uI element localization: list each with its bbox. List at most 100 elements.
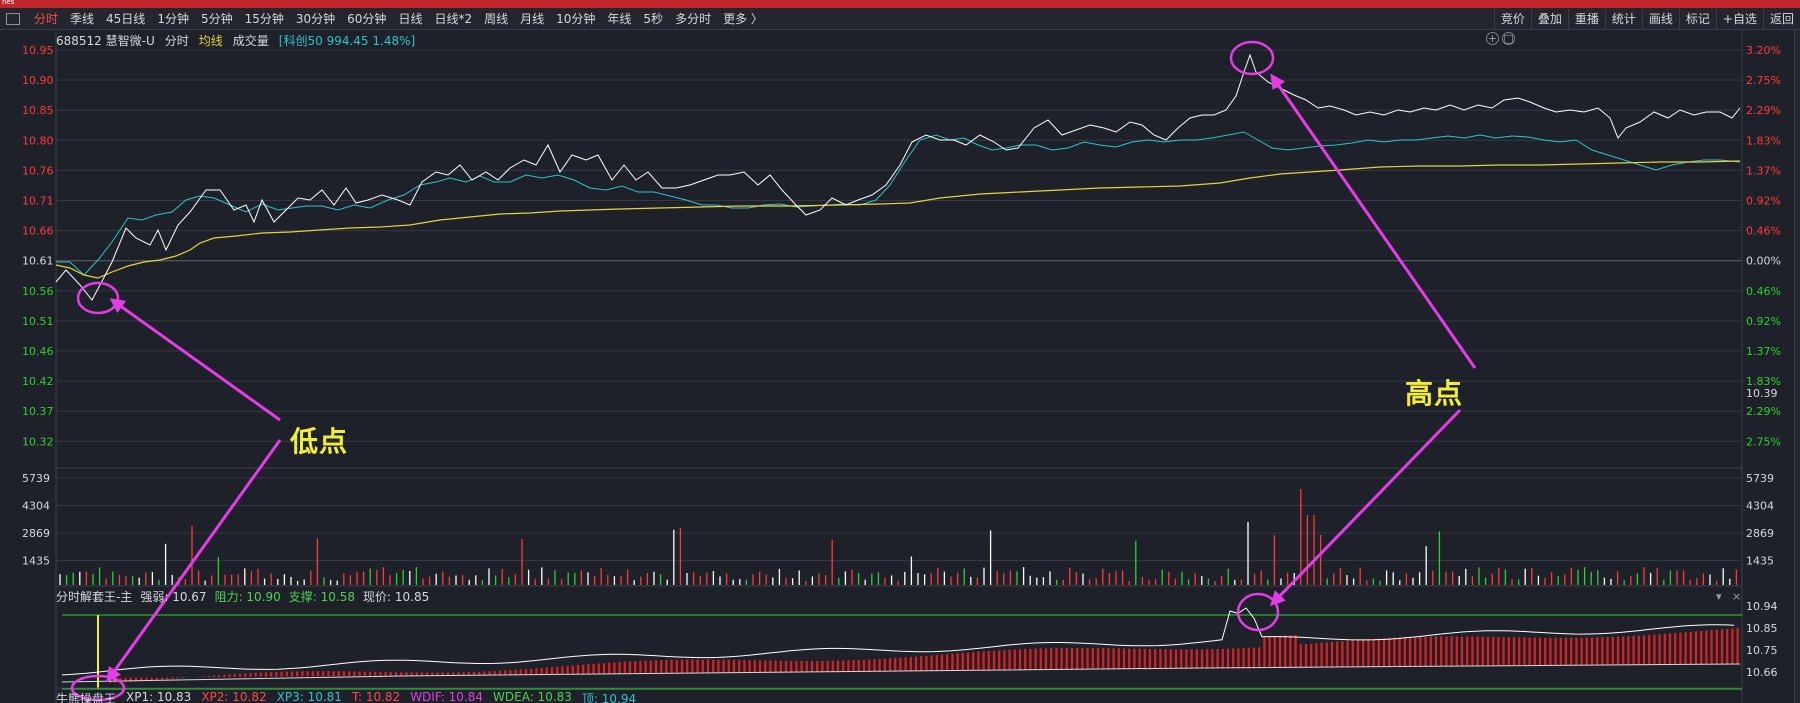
current-price-value: 现价: 10.85 bbox=[363, 590, 430, 604]
strength-value: 强弱: 10.67 bbox=[140, 590, 207, 604]
sub-high-circle bbox=[1236, 592, 1280, 632]
volume-axis-right-label: 2869 bbox=[1746, 527, 1774, 540]
toolbar-button-5[interactable]: 标记 bbox=[1678, 9, 1716, 29]
toolbar-button-7[interactable]: 返回 bbox=[1762, 9, 1800, 29]
percent-axis-label: 2.29% bbox=[1746, 405, 1781, 418]
price-axis-label: 10.85 bbox=[22, 104, 54, 117]
price-axis-label: 10.90 bbox=[22, 74, 54, 87]
toolbar-button-0[interactable]: 竞价 bbox=[1493, 9, 1531, 29]
percent-axis-label: 0.46% bbox=[1746, 285, 1781, 298]
sub-indicator-title[interactable]: 分时解套王-主 bbox=[56, 590, 133, 604]
percent-axis-label: 3.20% bbox=[1746, 44, 1781, 57]
volume-axis-label: 5739 bbox=[22, 472, 50, 485]
percent-axis-label: 1.83% bbox=[1746, 375, 1781, 388]
chart-mode-label: 分时 bbox=[164, 33, 189, 48]
resistance-value: 阻力: 10.90 bbox=[214, 590, 281, 604]
toolbar-button-2[interactable]: 重播 bbox=[1567, 9, 1605, 29]
period-tab-0[interactable]: 分时 bbox=[34, 12, 59, 26]
sub-panel-dropdown-icon[interactable]: ▾ bbox=[1716, 590, 1722, 603]
sub-axis-label: 10.66 bbox=[1746, 666, 1778, 679]
period-toolbar: 分时 季线 45日线 1分钟 5分钟 15分钟 30分钟 60分钟 日线 日线*2 周线 月线 10分钟… bbox=[0, 8, 1800, 30]
sub-indicator-header: 分时解套王-主 强弱: 10.67 阻力: 10.90 支撑: 10.58 现价… bbox=[56, 588, 429, 604]
sub-low-circle bbox=[70, 674, 126, 702]
support-value: 支撑: 10.58 bbox=[288, 590, 355, 604]
percent-axis-label: 0.92% bbox=[1746, 195, 1781, 208]
period-tab-3[interactable]: 1分钟 bbox=[157, 12, 189, 26]
sub-base-line bbox=[61, 663, 1741, 683]
percent-axis-label: 1.37% bbox=[1746, 345, 1781, 358]
toolbar-button-1[interactable]: 叠加 bbox=[1530, 9, 1568, 29]
sub-axis-label: 10.85 bbox=[1746, 622, 1778, 635]
settings-icon[interactable]: □ bbox=[1502, 32, 1515, 45]
price-axis-label: 10.42 bbox=[22, 375, 54, 388]
period-tab-6[interactable]: 30分钟 bbox=[295, 12, 336, 26]
percent-axis-label: 0.92% bbox=[1746, 315, 1781, 328]
period-tab-8[interactable]: 日线 bbox=[398, 12, 423, 26]
period-tab-1[interactable]: 季线 bbox=[70, 12, 95, 26]
toolbar-button-4[interactable]: 画线 bbox=[1641, 9, 1679, 29]
index-overlay-line bbox=[56, 131, 1741, 276]
average-line-label[interactable]: 均线 bbox=[198, 33, 223, 48]
period-tabs: 分时 季线 45日线 1分钟 5分钟 15分钟 30分钟 60分钟 日线 日线*2 周线 月线 10分钟… bbox=[0, 8, 769, 30]
percent-axis-label: 0.46% bbox=[1746, 225, 1781, 238]
high-point-circle bbox=[1229, 40, 1275, 76]
sub-low-arrow bbox=[106, 439, 282, 683]
volume-axis-label: 1435 bbox=[22, 555, 50, 568]
percent-axis-label: 2.75% bbox=[1746, 74, 1781, 87]
panel-toggle-icon[interactable] bbox=[6, 13, 20, 25]
high-point-annotation: 高点 bbox=[1405, 377, 1464, 410]
chart-info-bar: 688512 慧智微-U 分时 均线 成交量 [科创50 994.45 1.48… bbox=[56, 31, 415, 49]
percent-axis-label: 0.00% bbox=[1746, 255, 1781, 268]
bottom-indicator-title[interactable]: 牛熊操盘王 bbox=[56, 692, 117, 703]
volume-label[interactable]: 成交量 bbox=[232, 33, 269, 48]
low-point-arrow bbox=[109, 298, 281, 422]
period-tab-5[interactable]: 15分钟 bbox=[244, 12, 284, 26]
period-tab-11[interactable]: 月线 bbox=[520, 12, 545, 26]
t-value: T: 10.82 bbox=[351, 690, 401, 703]
period-tab-13[interactable]: 年线 bbox=[607, 12, 632, 26]
xp3-value: XP3: 10.81 bbox=[276, 690, 342, 703]
period-tab-9[interactable]: 日线*2 bbox=[434, 12, 473, 26]
top-value: 顶: 10.94 bbox=[581, 692, 637, 703]
top-status-strip: nes bbox=[0, 0, 1800, 8]
price-axis-label: 10.51 bbox=[22, 315, 54, 328]
period-tab-4[interactable]: 5分钟 bbox=[200, 12, 233, 26]
stock-code-name: 688512 慧智微-U bbox=[56, 33, 155, 48]
low-point-circle bbox=[76, 281, 120, 315]
toolbar-button-6[interactable]: +自选 bbox=[1715, 9, 1763, 29]
toolbar-button-3[interactable]: 统计 bbox=[1604, 9, 1642, 29]
period-tab-12[interactable]: 10分钟 bbox=[556, 12, 596, 26]
top-strip-label: nes bbox=[2, 0, 15, 6]
sub-axis-label: 10.94 bbox=[1746, 600, 1778, 613]
volume-axis-label: 2869 bbox=[22, 527, 50, 540]
toolbar-right-buttons: 竞价 叠加 重播 统计 画线 标记 +自选 返回 bbox=[1493, 8, 1800, 30]
zoom-in-icon[interactable]: + bbox=[1486, 32, 1499, 45]
xp2-value: XP2: 10.82 bbox=[201, 690, 267, 703]
volume-axis-right-label: 5739 bbox=[1746, 472, 1774, 485]
price-axis-label: 10.66 bbox=[22, 225, 54, 238]
period-tab-14[interactable]: 5秒 bbox=[643, 12, 664, 26]
volume-axis-label: 4304 bbox=[22, 500, 50, 513]
sub-panel-close-icon[interactable]: × bbox=[1732, 590, 1741, 603]
right-edge-scrollbar[interactable] bbox=[1794, 30, 1800, 703]
period-tab-10[interactable]: 周线 bbox=[484, 12, 509, 26]
xp1-value: XP1: 10.83 bbox=[126, 690, 192, 703]
low-point-annotation: 低点 bbox=[290, 425, 349, 458]
price-axis-label: 10.46 bbox=[22, 345, 54, 358]
period-tab-16[interactable]: 更多 〉 bbox=[723, 12, 763, 26]
period-tab-2[interactable]: 45日线 bbox=[106, 12, 146, 26]
wdea-value: WDEA: 10.83 bbox=[493, 690, 572, 703]
price-axis-label: 10.32 bbox=[22, 435, 54, 448]
bottom-indicator-line: 牛熊操盘王 XP1: 10.83 XP2: 10.82 XP3: 10.81 T… bbox=[56, 690, 636, 703]
sub-price-line bbox=[61, 607, 1735, 676]
average-price-line bbox=[55, 160, 1741, 279]
percent-axis-label: 2.29% bbox=[1746, 104, 1781, 117]
period-tab-15[interactable]: 多分时 bbox=[675, 12, 712, 26]
period-tab-7[interactable]: 60分钟 bbox=[347, 12, 387, 26]
price-axis-label: 10.95 bbox=[22, 44, 54, 57]
percent-axis-label: 2.75% bbox=[1746, 435, 1781, 448]
volume-axis-right-label: 1435 bbox=[1746, 555, 1774, 568]
price-axis-label: 10.80 bbox=[22, 134, 54, 147]
percent-axis-label: 1.83% bbox=[1746, 134, 1781, 147]
